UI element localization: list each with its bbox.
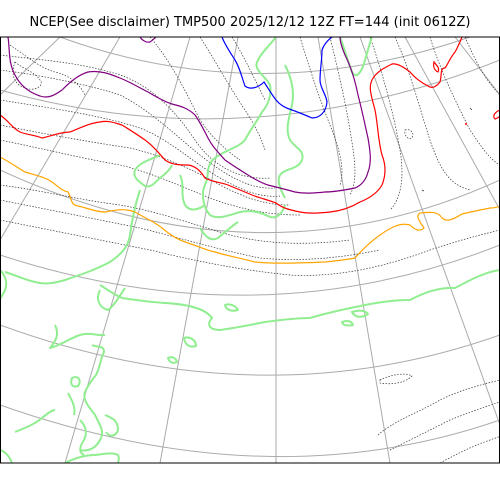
isotherm-line	[377, 379, 500, 436]
isotherm-line	[439, 435, 500, 463]
coastline-segment	[4, 189, 141, 285]
isotherm-line	[404, 129, 414, 139]
longitude-line	[359, 37, 500, 426]
coastline-segment	[79, 419, 87, 456]
purple-contour	[7, 37, 371, 194]
coastline-segment	[309, 269, 500, 319]
coastline-segment	[99, 284, 311, 331]
red-contour	[433, 60, 440, 73]
blue-contour	[221, 37, 333, 119]
isotherm-line	[0, 99, 281, 197]
coastline-segment	[199, 221, 239, 241]
coastline-segment	[341, 320, 354, 327]
isotherm-line	[0, 219, 500, 276]
coastline-segment	[167, 356, 178, 364]
longitude-line	[0, 37, 61, 96]
isotherm-line	[379, 373, 413, 385]
coastline-segment	[104, 414, 119, 437]
latitude-line	[0, 475, 500, 500]
isotherm-line	[0, 124, 291, 206]
tiny-marks	[421, 107, 473, 192]
coastline-segment	[224, 303, 239, 312]
coastline-segment	[0, 449, 13, 463]
orange-contour	[0, 156, 500, 264]
isotherm-line	[0, 199, 381, 260]
isotherm-line	[389, 401, 500, 451]
latitude-line	[0, 169, 500, 234]
isotherm-line	[0, 54, 271, 179]
coastline-segment	[14, 409, 56, 433]
graticule	[0, 37, 500, 500]
coastline-segment	[179, 174, 206, 211]
isotherm-line	[329, 37, 356, 196]
isotherm-line	[199, 37, 266, 151]
isotherm-line	[12, 61, 42, 90]
longitude-line	[159, 37, 239, 463]
isotherm-line	[394, 37, 471, 191]
longitude-line	[0, 37, 121, 241]
map-title: NCEP(See disclaimer) TMP500 2025/12/12 1…	[29, 15, 471, 30]
red-contour	[0, 37, 463, 214]
coastline-segment	[133, 154, 173, 188]
isotherms	[0, 37, 500, 463]
latitude-line	[0, 59, 500, 120]
coastline	[0, 37, 500, 463]
isotherm-line	[369, 37, 403, 211]
map-frame	[0, 36, 500, 464]
longitude-line	[404, 37, 500, 211]
latitude-line	[59, 37, 471, 74]
latitude-line	[0, 324, 500, 376]
purple-contour	[139, 37, 157, 43]
isotherm-line	[9, 44, 86, 96]
coastline-segment	[277, 64, 304, 199]
coastline-segment	[79, 344, 105, 452]
coastline-segment	[351, 309, 369, 318]
isotherm-line	[0, 184, 351, 244]
coastline-segment	[201, 37, 286, 219]
coastline-segment	[339, 37, 373, 77]
latitude-line	[0, 404, 500, 457]
isotherm-line	[149, 37, 241, 161]
isotherm-line	[231, 37, 266, 101]
isotherm-line	[464, 37, 500, 96]
latitude-line	[0, 244, 500, 296]
longitude-line	[317, 37, 391, 463]
coastline-segment	[70, 376, 81, 388]
coastline-segment	[64, 452, 120, 463]
coastline-segment	[49, 324, 106, 349]
coastline-segment	[67, 392, 76, 416]
isotherm-line	[429, 37, 500, 166]
isotherm-line	[0, 139, 301, 216]
longitude-line	[454, 37, 500, 96]
coastline-segment	[97, 287, 126, 311]
coastline-segment	[183, 336, 197, 348]
